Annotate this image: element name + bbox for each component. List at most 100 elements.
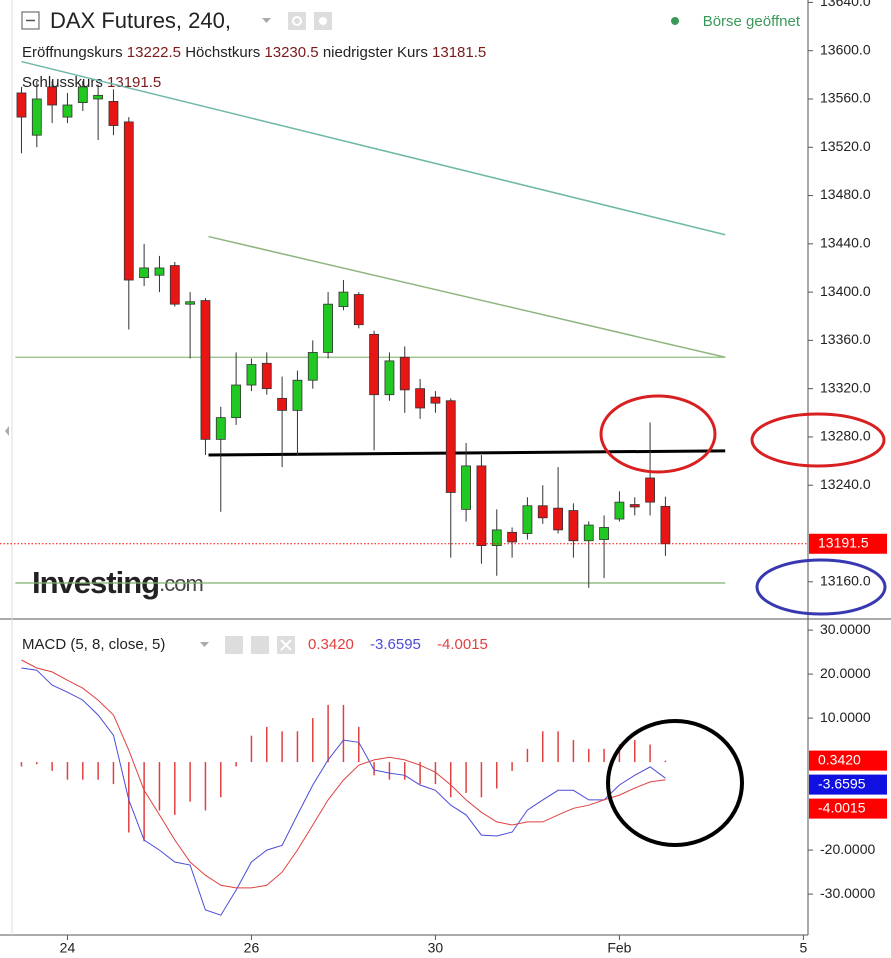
eye-icon[interactable]	[288, 12, 306, 30]
candle-body	[599, 527, 609, 540]
y-tick-label: 30.0000	[820, 621, 871, 637]
value-box	[809, 533, 887, 554]
candle-body	[307, 352, 318, 381]
y-tick-label: 13520.0	[820, 138, 871, 154]
candle-body	[231, 384, 242, 419]
candle-body	[568, 510, 579, 542]
y-tick-label: 13360.0	[820, 331, 871, 347]
trend-line	[208, 449, 726, 457]
y-tick-label: 13320.0	[820, 379, 871, 395]
candle-body	[185, 301, 196, 305]
candle-body	[553, 507, 563, 531]
candle-body	[445, 400, 456, 493]
candle-body	[139, 267, 150, 279]
candle-body	[430, 396, 441, 404]
y-tick-label: 13480.0	[820, 186, 871, 202]
value-box-label: 0.3420	[818, 751, 861, 767]
candle-body	[353, 294, 364, 326]
close-line: Schlusskurs 13191.5	[22, 74, 161, 91]
trend-line	[208, 235, 726, 359]
annotation-circle	[606, 719, 744, 847]
open-label: Eröffnungskurs	[22, 44, 123, 61]
candle-body	[93, 94, 104, 100]
candle-body	[169, 265, 180, 305]
status-dot	[671, 17, 679, 25]
dropdown-icon[interactable]	[200, 642, 209, 647]
y-tick-label: 13400.0	[820, 283, 871, 299]
annotation-circle	[755, 558, 887, 616]
candle-body	[261, 362, 272, 390]
high-label: Höchstkurs	[185, 44, 260, 61]
candle-body	[108, 100, 119, 126]
candle-body	[323, 303, 334, 353]
candle-body	[522, 505, 533, 534]
value-box-label: -3.6595	[818, 775, 866, 791]
collapse-arrow[interactable]	[5, 426, 9, 436]
candle-body	[16, 92, 27, 118]
candle-body	[507, 531, 517, 543]
candle-body	[246, 364, 257, 386]
macd-line	[21, 659, 666, 889]
macd-title: MACD (5, 8, close, 5)	[22, 636, 165, 653]
candle-body	[645, 477, 655, 503]
low-value: 13181.5	[432, 44, 486, 61]
value-box	[809, 750, 887, 771]
candle-body	[215, 417, 226, 440]
y-tick-label: 13160.0	[820, 572, 871, 588]
candle-body	[62, 104, 73, 118]
candle-body	[338, 291, 349, 307]
y-tick-label: 13560.0	[820, 90, 871, 106]
legend-value: -3.6595	[370, 636, 421, 653]
y-tick-label: -20.0000	[820, 841, 875, 857]
x-tick-label: 24	[60, 940, 76, 956]
candle-body	[461, 465, 471, 510]
x-tick-label: 26	[244, 940, 260, 956]
candle-body	[77, 86, 88, 103]
x-tick-label: 30	[428, 940, 444, 956]
value-box	[809, 774, 887, 795]
dropdown-icon[interactable]	[262, 18, 271, 23]
eye-icon-glyph	[292, 16, 302, 26]
x-tick-label: 5	[800, 940, 808, 956]
candle-body	[629, 504, 640, 508]
y-tick-label: -30.0000	[820, 885, 875, 901]
collapse-icon[interactable]	[21, 11, 40, 30]
chart-title: DAX Futures, 240,	[50, 8, 231, 33]
y-tick-label: 20.0000	[820, 665, 871, 681]
ohlc-line: Eröffnungskurs 13222.5 Höchstkurs 13230.…	[22, 44, 486, 61]
legend-value: 0.3420	[308, 636, 354, 653]
candle-body	[491, 529, 502, 546]
candle-body	[200, 300, 211, 440]
candle-body	[583, 524, 594, 542]
y-tick-label: 13440.0	[820, 235, 871, 251]
candle-body	[154, 267, 165, 276]
close-label: Schlusskurs	[22, 74, 103, 91]
candle-body	[277, 397, 288, 411]
legend-value: -4.0015	[437, 636, 488, 653]
settings-icon[interactable]	[251, 636, 269, 654]
close-value: 13191.5	[107, 74, 161, 91]
candle-body	[415, 388, 425, 409]
low-label: niedrigster Kurs	[323, 44, 428, 61]
x-tick-label: Feb	[607, 940, 631, 956]
annotation-circle	[750, 412, 886, 468]
candle-body	[660, 505, 671, 545]
value-box-label: 13191.5	[818, 534, 869, 550]
annotation-circle	[599, 394, 717, 474]
value-box-label: -4.0015	[818, 799, 866, 815]
candle-body	[292, 379, 303, 411]
candle-body	[31, 98, 42, 136]
candle-body	[123, 121, 134, 281]
candle-body	[47, 86, 58, 106]
eye-icon[interactable]	[225, 636, 243, 654]
high-value: 13230.5	[264, 44, 318, 61]
macd-line	[21, 667, 666, 916]
close-icon-glyph	[280, 639, 292, 651]
open-value: 13222.5	[127, 44, 181, 61]
candle-body	[399, 356, 410, 391]
y-tick-label: 13600.0	[820, 41, 871, 57]
y-tick-label: 13640.0	[820, 0, 871, 9]
